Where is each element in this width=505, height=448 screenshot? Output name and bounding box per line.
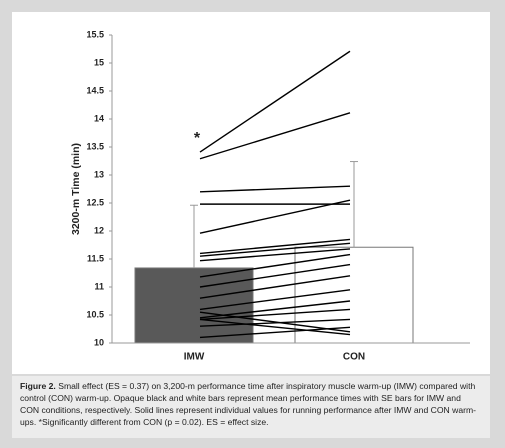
individual-line bbox=[199, 242, 351, 257]
caption-text: Small effect (ES = 0.37) on 3,200-m perf… bbox=[20, 381, 476, 427]
individual-line bbox=[199, 253, 351, 278]
y-tick-label: 15 bbox=[94, 57, 104, 67]
y-tick-label: 15.5 bbox=[86, 29, 104, 39]
y-tick-label: 10.5 bbox=[86, 309, 104, 319]
individual-line bbox=[199, 50, 351, 153]
individual-line bbox=[199, 289, 351, 311]
individual-line bbox=[199, 238, 351, 255]
x-tick-label: IMW bbox=[184, 352, 205, 363]
individual-line bbox=[199, 199, 351, 234]
caption: Figure 2. Small effect (ES = 0.37) on 3,… bbox=[12, 376, 490, 438]
caption-label: Figure 2. bbox=[20, 381, 56, 391]
individual-line bbox=[199, 263, 351, 288]
y-axis-label: 3200-m Time (min) bbox=[70, 143, 82, 235]
individual-line bbox=[199, 308, 351, 321]
individual-line bbox=[199, 185, 351, 193]
y-tick-label: 13.5 bbox=[86, 141, 104, 151]
y-tick-label: 12 bbox=[94, 225, 104, 235]
annotation: * bbox=[194, 130, 201, 147]
y-tick-label: 11 bbox=[94, 281, 104, 291]
y-tick-label: 14 bbox=[94, 113, 104, 123]
individual-line bbox=[199, 275, 351, 299]
individual-line bbox=[199, 112, 351, 160]
y-tick-label: 13 bbox=[94, 169, 104, 179]
individual-line bbox=[199, 318, 351, 327]
individual-line bbox=[199, 248, 351, 262]
y-tick-label: 10 bbox=[94, 337, 104, 347]
individual-line bbox=[199, 318, 351, 336]
y-tick-label: 14.5 bbox=[86, 85, 104, 95]
individual-line bbox=[199, 326, 351, 339]
y-tick-label: 11.5 bbox=[87, 253, 104, 263]
x-tick-label: CON bbox=[343, 352, 365, 363]
y-tick-label: 12.5 bbox=[86, 197, 104, 207]
chart: 3200-m Time (min) 10 10.5 11 11.5 12 12.5 13 13… bbox=[12, 12, 490, 374]
